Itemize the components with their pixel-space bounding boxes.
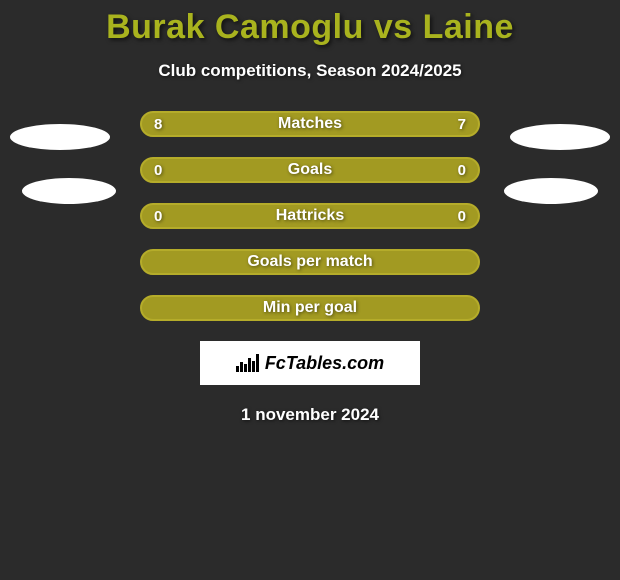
brand-text: FcTables.com [265, 353, 384, 374]
stat-row-matches: 8 Matches 7 [140, 111, 480, 137]
stat-row-goals: 0 Goals 0 [140, 157, 480, 183]
stat-left-value: 0 [154, 162, 162, 179]
stat-label: Goals [288, 161, 332, 179]
stat-right-value: 0 [458, 162, 466, 179]
date-text: 1 november 2024 [0, 405, 620, 425]
stat-left-value: 0 [154, 208, 162, 225]
decor-ellipse-left-2 [22, 178, 116, 204]
decor-ellipse-right-2 [504, 178, 598, 204]
decor-ellipse-left-1 [10, 124, 110, 150]
stat-row-min-per-goal: Min per goal [140, 295, 480, 321]
stat-row-goals-per-match: Goals per match [140, 249, 480, 275]
decor-ellipse-right-1 [510, 124, 610, 150]
brand-box[interactable]: FcTables.com [200, 341, 420, 385]
stat-left-value: 8 [154, 116, 162, 133]
stat-row-hattricks: 0 Hattricks 0 [140, 203, 480, 229]
stat-label: Matches [278, 115, 342, 133]
subtitle: Club competitions, Season 2024/2025 [0, 61, 620, 81]
stat-right-value: 0 [458, 208, 466, 225]
stat-label: Min per goal [263, 299, 357, 317]
chart-icon [236, 354, 259, 372]
page-title: Burak Camoglu vs Laine [0, 0, 620, 47]
stat-label: Hattricks [276, 207, 344, 225]
stat-right-value: 7 [458, 116, 466, 133]
stat-label: Goals per match [247, 253, 372, 271]
